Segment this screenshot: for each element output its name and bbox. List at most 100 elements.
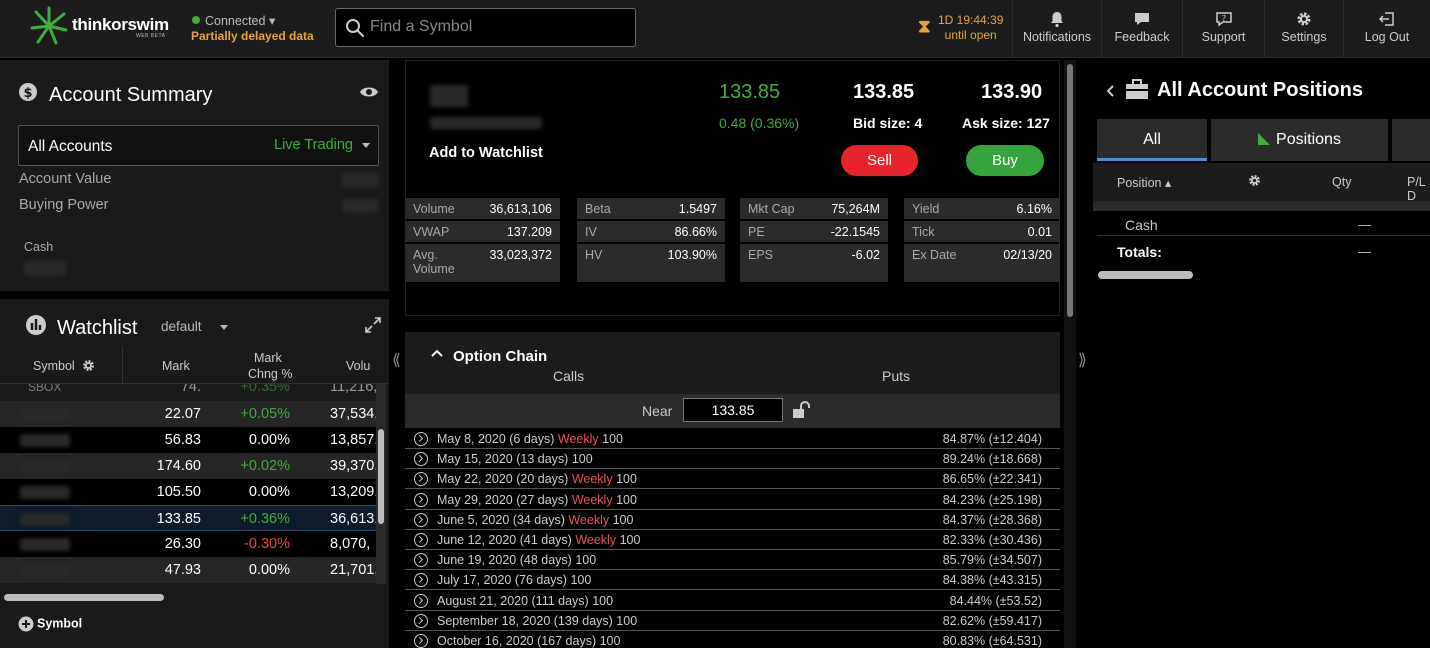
- expand-circle-icon[interactable]: [414, 472, 428, 487]
- watchlist-row[interactable]: 47.93 0.00% 21,701,: [0, 557, 376, 583]
- sell-button[interactable]: Sell: [841, 145, 918, 176]
- col-volume[interactable]: Volu: [346, 359, 371, 373]
- notifications-button[interactable]: Notifications: [1012, 0, 1101, 58]
- watchlist-hscroll-thumb[interactable]: [4, 594, 164, 601]
- buy-button[interactable]: Buy: [966, 145, 1044, 176]
- gear-icon[interactable]: [1247, 173, 1262, 188]
- col-mark-chg-1[interactable]: Mark: [254, 351, 282, 365]
- expiration-row[interactable]: July 17, 2020 (76 days) 100 84.38% (±43.3…: [405, 570, 1060, 591]
- chevron-up-icon[interactable]: [430, 348, 444, 358]
- symbol-search[interactable]: [335, 8, 636, 47]
- expiration-row[interactable]: May 8, 2020 (6 days) Weekly 100 84.87% (±…: [405, 429, 1060, 449]
- col-position[interactable]: Position ▴: [1117, 176, 1172, 190]
- watchlist-row[interactable]: 56.83 0.00% 13,857,: [0, 427, 376, 453]
- expiration-text: October 16, 2020 (167 days) 100: [437, 634, 621, 648]
- col-symbol[interactable]: Symbol: [33, 359, 75, 373]
- last-price: 133.85: [719, 81, 781, 103]
- expand-icon[interactable]: [364, 316, 382, 334]
- expiration-row[interactable]: October 16, 2020 (167 days) 100 80.83% (±…: [405, 631, 1060, 648]
- dollar-circle-icon: $: [19, 83, 37, 101]
- watchlist-vscroll-thumb[interactable]: [378, 429, 384, 524]
- support-button[interactable]: ? Support: [1182, 0, 1264, 58]
- stat-cell: Ex Date 02/13/20: [904, 244, 1060, 282]
- expand-circle-icon[interactable]: [414, 452, 428, 467]
- positions-group-row: [1093, 201, 1430, 211]
- implied-volatility: 84.38% (±43.315): [942, 573, 1042, 588]
- ask-price: 133.90: [981, 81, 1043, 103]
- connection-status[interactable]: Connected ▾: [205, 14, 276, 28]
- settings-button[interactable]: Settings: [1264, 0, 1343, 58]
- expiration-row[interactable]: May 29, 2020 (27 days) Weekly 100 84.23% …: [405, 490, 1060, 510]
- expiration-row[interactable]: June 19, 2020 (48 days) 100 85.79% (±34.5…: [405, 550, 1060, 571]
- watchlist-row[interactable]: 174.60 +0.02% 39,370,: [0, 453, 376, 479]
- watchlist-row-partial[interactable]: SBOX 74. +0.35% 11,216,: [28, 384, 376, 395]
- watchlist-row[interactable]: 22.07 +0.05% 37,534,: [0, 401, 376, 427]
- stat-value: 0.01: [1027, 225, 1052, 239]
- positions-hscroll-thumb[interactable]: [1098, 271, 1193, 279]
- eye-icon[interactable]: [359, 84, 379, 100]
- watchlist-row[interactable]: 133.85 +0.36% 36,613,: [0, 505, 376, 531]
- watchlist-header: Symbol Mark Mark Chng % Volu: [0, 346, 389, 384]
- chevron-down-icon[interactable]: [220, 325, 228, 330]
- description-redacted: [430, 117, 542, 129]
- watchlist-name-dropdown[interactable]: default: [161, 319, 202, 334]
- tab-all[interactable]: All: [1097, 119, 1207, 161]
- near-label: Near: [642, 403, 673, 419]
- expiration-row[interactable]: September 18, 2020 (139 days) 100 82.62% …: [405, 611, 1060, 631]
- expand-circle-icon[interactable]: [414, 613, 428, 628]
- col-mark[interactable]: Mark: [162, 359, 190, 373]
- gear-icon[interactable]: [81, 358, 96, 373]
- feedback-button[interactable]: Feedback: [1101, 0, 1182, 58]
- unlock-icon[interactable]: [792, 401, 812, 419]
- trading-mode: Live Trading: [274, 137, 353, 153]
- market-open-timer: 1D 19:44:39 until open: [938, 13, 1004, 42]
- stat-value: 6.16%: [1016, 202, 1052, 216]
- expiration-row[interactable]: June 5, 2020 (34 days) Weekly 100 84.37% …: [405, 510, 1060, 530]
- expand-circle-icon[interactable]: [414, 492, 428, 507]
- tab-positions[interactable]: Positions: [1211, 119, 1388, 161]
- search-input[interactable]: [370, 18, 620, 36]
- expand-circle-icon[interactable]: [414, 593, 428, 608]
- stat-value: -22.1545: [830, 225, 880, 239]
- tab-more[interactable]: [1392, 119, 1430, 161]
- expand-circle-icon[interactable]: [414, 634, 428, 648]
- expand-circle-icon[interactable]: [414, 573, 428, 588]
- center-vscroll[interactable]: [1064, 60, 1076, 648]
- expiration-row[interactable]: August 21, 2020 (111 days) 100 84.44% (±5…: [405, 591, 1060, 611]
- expand-circle-icon[interactable]: [414, 533, 428, 547]
- expiration-row[interactable]: June 12, 2020 (41 days) Weekly 100 82.33%…: [405, 530, 1060, 550]
- collapse-left-icon[interactable]: ⟪: [392, 352, 401, 369]
- stat-label: Avg. Volume: [413, 248, 455, 276]
- near-price-input[interactable]: 133.85: [683, 398, 783, 422]
- volume-value: 21,701,: [330, 562, 376, 578]
- mark-change-value: 0.00%: [248, 432, 290, 448]
- chevron-left-icon[interactable]: [1105, 84, 1115, 98]
- stat-cell: Volume 36,613,106: [405, 198, 560, 219]
- expand-circle-icon[interactable]: [414, 553, 428, 568]
- logout-button[interactable]: Log Out: [1343, 0, 1430, 58]
- mark-change-value: +0.36%: [240, 511, 290, 527]
- expiration-row[interactable]: May 22, 2020 (20 days) Weekly 100 86.65% …: [405, 469, 1060, 490]
- stat-label: Ex Date: [912, 248, 957, 262]
- col-mark-chg-2[interactable]: Chng %: [248, 367, 293, 381]
- divider: [1097, 235, 1430, 236]
- col-pl[interactable]: P/L D: [1407, 175, 1426, 203]
- nav-label: Notifications: [1022, 30, 1092, 44]
- expand-circle-icon[interactable]: [414, 432, 428, 446]
- stat-label: HV: [585, 248, 603, 262]
- account-selector[interactable]: All Accounts Live Trading: [18, 125, 379, 166]
- col-qty[interactable]: Qty: [1332, 175, 1352, 189]
- center-vscroll-thumb[interactable]: [1067, 64, 1073, 317]
- expiration-row[interactable]: May 15, 2020 (13 days) 100 89.24% (±18.66…: [405, 449, 1060, 470]
- search-icon: [346, 19, 365, 38]
- expiration-text: September 18, 2020 (139 days) 100: [437, 613, 638, 628]
- watchlist-row[interactable]: 105.50 0.00% 13,209,: [0, 479, 376, 505]
- watchlist-row[interactable]: 26.30 -0.30% 8,070,: [0, 531, 376, 557]
- add-to-watchlist-link[interactable]: Add to Watchlist: [429, 145, 543, 161]
- add-symbol-button[interactable]: Symbol: [18, 616, 82, 632]
- implied-volatility: 84.23% (±25.198): [942, 492, 1042, 507]
- collapse-right-icon[interactable]: ⟫: [1078, 352, 1087, 369]
- stat-cell: PE -22.1545: [740, 221, 888, 242]
- expand-circle-icon[interactable]: [414, 512, 428, 527]
- watchlist-vscroll[interactable]: [376, 384, 386, 584]
